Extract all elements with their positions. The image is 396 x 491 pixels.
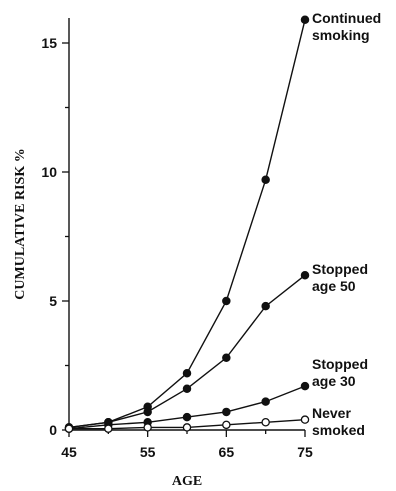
y-tick-label: 0 — [49, 422, 57, 438]
data-point — [300, 381, 310, 391]
data-points — [64, 15, 310, 433]
y-axis-title: CUMULATIVE RISK % — [13, 148, 28, 299]
data-point — [182, 412, 192, 422]
data-point — [182, 384, 192, 393]
series-label: Stopped — [312, 356, 368, 372]
series-label: Never — [312, 405, 351, 421]
data-point — [64, 424, 74, 433]
data-point — [182, 368, 192, 378]
series-line — [68, 274, 306, 429]
series-lines — [68, 19, 306, 430]
x-tick-label: 65 — [219, 444, 235, 460]
data-point — [300, 15, 310, 25]
data-point — [261, 397, 270, 406]
x-tick-label: 75 — [297, 444, 313, 460]
data-point — [222, 296, 231, 306]
data-point — [222, 407, 231, 417]
series-label: Stopped — [312, 261, 368, 277]
x-axis-title: AGE — [172, 474, 202, 489]
tick-labels: 45 55 65 75 0 5 10 15 — [41, 35, 313, 460]
x-tick-label: 55 — [140, 444, 156, 460]
series-label: age 30 — [312, 373, 356, 389]
data-point — [222, 420, 231, 430]
data-point — [261, 301, 270, 311]
y-tick-label: 10 — [41, 164, 57, 180]
y-tick-label: 15 — [41, 35, 57, 51]
data-point — [104, 424, 113, 433]
series-label: age 50 — [312, 278, 356, 294]
data-point — [261, 175, 270, 184]
data-point — [300, 415, 310, 424]
data-point — [261, 418, 270, 427]
series-label: smoked — [312, 422, 365, 438]
data-point — [300, 270, 310, 280]
y-tick-label: 5 — [49, 293, 57, 309]
data-point — [143, 423, 152, 432]
series-line — [68, 19, 306, 429]
data-point — [143, 407, 152, 417]
series-label: Continued — [312, 10, 381, 26]
x-tick-label: 45 — [61, 444, 77, 460]
data-point — [222, 353, 231, 363]
data-point — [182, 423, 192, 432]
series-label: smoking — [312, 27, 370, 43]
